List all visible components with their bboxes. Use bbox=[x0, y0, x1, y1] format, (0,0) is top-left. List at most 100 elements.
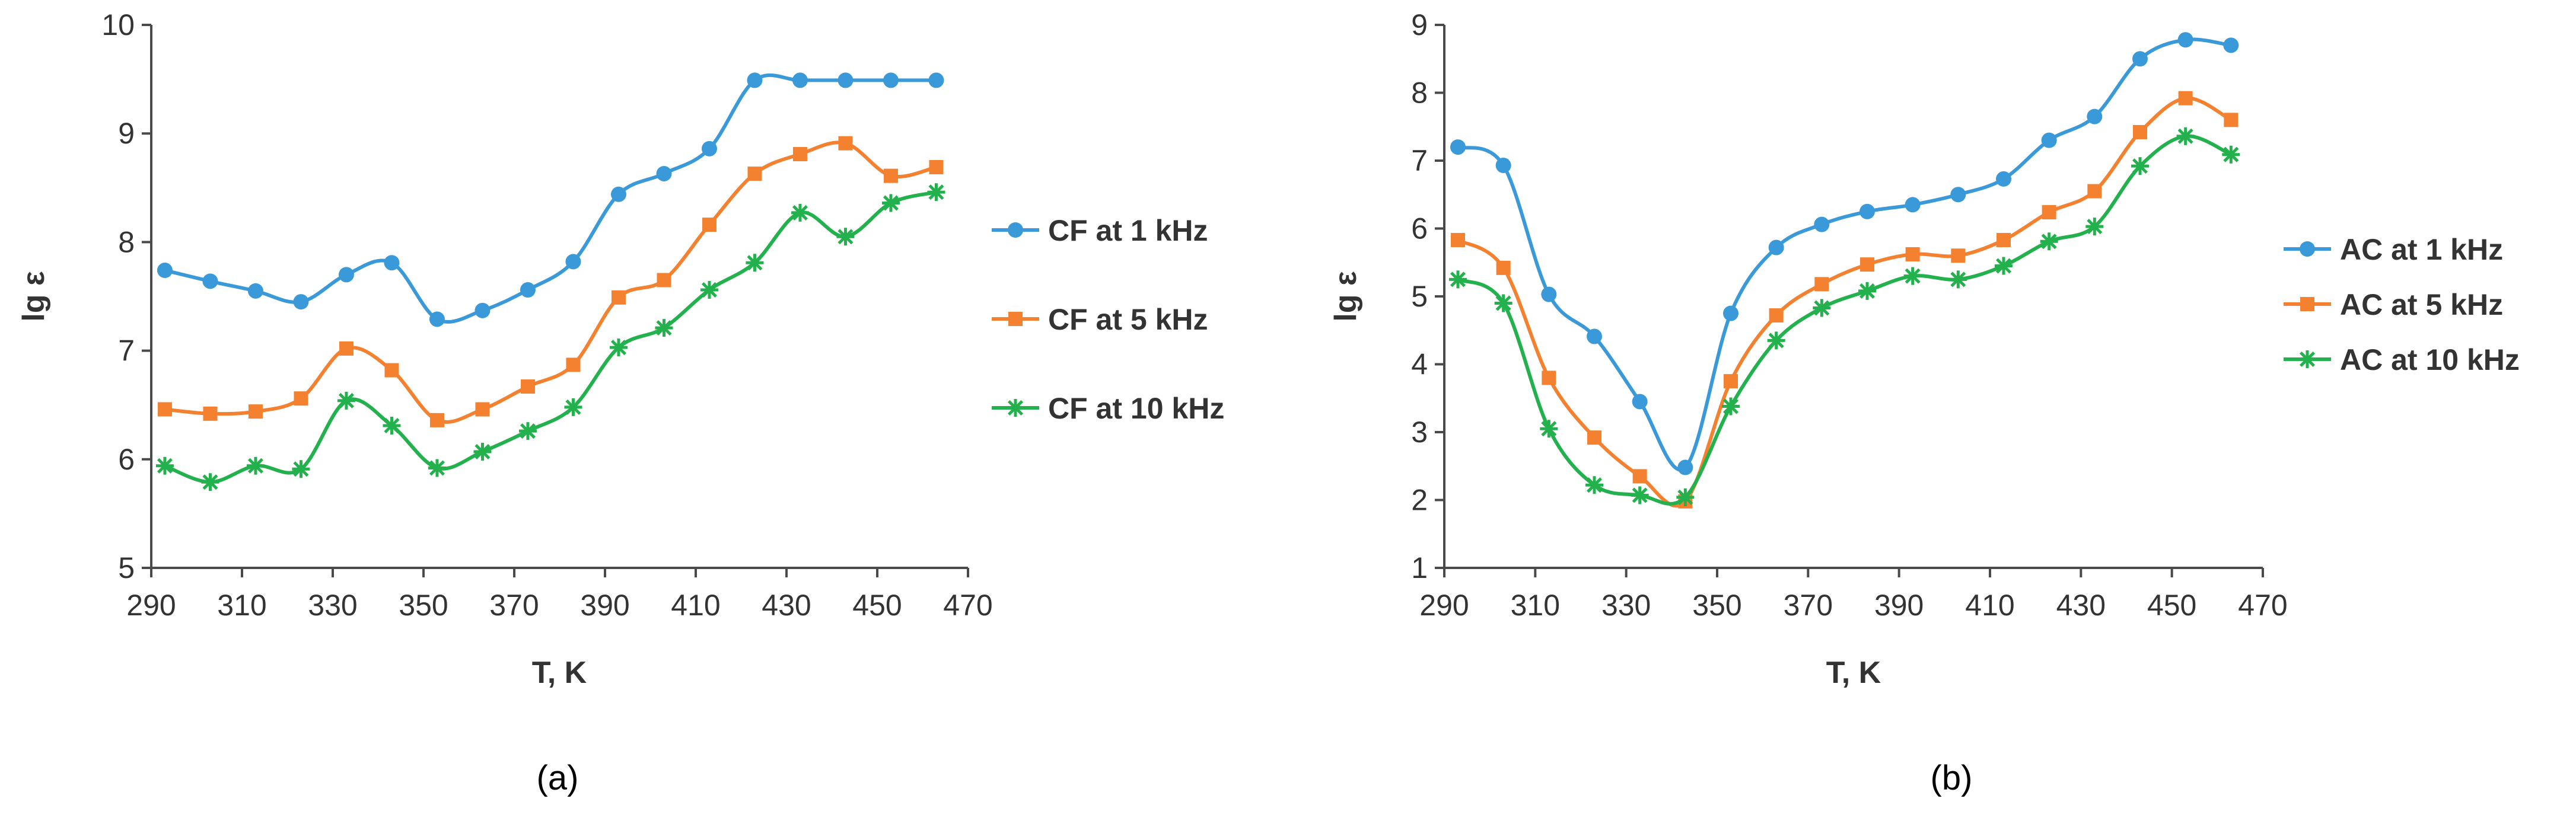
data-point-ac-at-10-khz bbox=[2040, 232, 2058, 251]
chart-b-y-tick-label: 6 bbox=[1411, 212, 1428, 245]
data-point-cf-at-10-khz bbox=[655, 319, 673, 337]
data-point-ac-at-1-khz bbox=[1541, 286, 1557, 302]
data-point-ac-at-5-khz bbox=[1814, 277, 1829, 292]
data-point-cf-at-5-khz bbox=[339, 341, 354, 356]
legend-label: AC at 1 kHz bbox=[2340, 233, 2503, 266]
legend-label: CF at 5 kHz bbox=[1048, 303, 1208, 336]
series-cf-at-5-khz bbox=[157, 136, 944, 427]
data-point-cf-at-10-khz bbox=[246, 456, 265, 475]
data-point-cf-at-10-khz bbox=[791, 203, 809, 222]
data-point-ac-at-5-khz bbox=[1860, 257, 1874, 272]
data-point-cf-at-10-khz bbox=[836, 228, 855, 246]
data-point-cf-at-1-khz bbox=[202, 273, 218, 289]
chart-b-y-tick-label: 1 bbox=[1411, 551, 1428, 584]
data-point-cf-at-5-khz bbox=[294, 391, 308, 406]
data-point-ac-at-5-khz bbox=[1997, 232, 2011, 247]
data-point-cf-at-10-khz bbox=[473, 442, 492, 461]
data-point-cf-at-1-khz bbox=[747, 72, 763, 88]
chart-a-x-tick-label: 330 bbox=[308, 589, 357, 622]
chart-a-y-tick-label: 10 bbox=[101, 8, 135, 41]
legend-label: CF at 10 kHz bbox=[1048, 392, 1224, 425]
chart-a: 5 6 7 8 9 10 290 310 330 350 370 390 410 430 450 470 T,… bbox=[17, 8, 1224, 797]
chart-a-y-tick-label: 9 bbox=[118, 117, 135, 150]
data-point-cf-at-5-khz bbox=[747, 166, 762, 181]
data-point-cf-at-1-khz bbox=[565, 254, 581, 270]
data-point-cf-at-1-khz bbox=[928, 72, 944, 88]
data-point-cf-at-10-khz bbox=[383, 417, 401, 435]
chart-b-y-tick-label: 7 bbox=[1411, 144, 1428, 177]
data-point-cf-at-5-khz bbox=[611, 290, 626, 305]
data-point-cf-at-1-khz bbox=[338, 267, 354, 283]
data-point-cf-at-5-khz bbox=[657, 273, 671, 287]
data-point-cf-at-10-khz bbox=[700, 281, 718, 299]
data-point-ac-at-10-khz bbox=[1949, 270, 1967, 289]
series-line-ac-at-1-khz bbox=[1456, 37, 2233, 472]
data-point-cf-at-5-khz bbox=[566, 357, 581, 372]
data-point-cf-at-5-khz bbox=[929, 159, 944, 174]
chart-a-x-tick-label: 450 bbox=[852, 589, 902, 622]
data-point-ac-at-1-khz bbox=[1723, 305, 1738, 321]
data-point-ac-at-5-khz bbox=[1951, 248, 1966, 263]
data-point-ac-at-1-khz bbox=[2177, 32, 2193, 48]
chart-b-x-tick-label: 390 bbox=[1874, 589, 1924, 622]
data-point-ac-at-5-khz bbox=[1724, 374, 1738, 389]
legend-item-ac-at-5-khz: AC at 5 kHz bbox=[2284, 288, 2503, 321]
data-point-cf-at-1-khz bbox=[429, 311, 445, 327]
data-point-ac-at-10-khz bbox=[1540, 420, 1558, 438]
data-point-ac-at-1-khz bbox=[1677, 459, 1693, 475]
chart-a-x-tick-label: 310 bbox=[217, 589, 266, 622]
chart-a-x-tick-label: 410 bbox=[671, 589, 720, 622]
chart-a-caption: (a) bbox=[537, 759, 579, 797]
chart-b-x-tick-label: 310 bbox=[1511, 589, 1560, 622]
data-point-cf-at-1-khz bbox=[610, 186, 626, 202]
data-point-ac-at-1-khz bbox=[1859, 203, 1875, 219]
data-point-cf-at-1-khz bbox=[293, 294, 309, 310]
data-point-ac-at-10-khz bbox=[1676, 488, 1695, 506]
data-point-cf-at-1-khz bbox=[384, 255, 400, 271]
data-point-cf-at-10-khz bbox=[609, 338, 628, 357]
data-point-ac-at-10-khz bbox=[1722, 397, 1740, 416]
chart-b-x-tick-label: 350 bbox=[1692, 589, 1741, 622]
chart-a-y-axis-label: lg ε bbox=[17, 271, 51, 321]
data-point-ac-at-10-khz bbox=[1631, 486, 1649, 504]
legend-item-cf-at-5-khz: CF at 5 kHz bbox=[992, 303, 1208, 336]
data-point-ac-at-10-khz bbox=[1585, 476, 1603, 494]
chart-b-x-tick-label: 450 bbox=[2147, 589, 2196, 622]
legend-marker bbox=[2300, 297, 2314, 311]
legend-item-ac-at-1-khz: AC at 1 kHz bbox=[2284, 233, 2503, 266]
data-point-cf-at-5-khz bbox=[838, 136, 853, 151]
legend-marker bbox=[2298, 350, 2316, 368]
legend-item-cf-at-1-khz: CF at 1 kHz bbox=[992, 214, 1208, 247]
series-ac-at-10-khz bbox=[1449, 127, 2240, 506]
data-point-ac-at-10-khz bbox=[1813, 299, 1831, 317]
data-point-cf-at-10-khz bbox=[881, 194, 900, 212]
data-point-ac-at-10-khz bbox=[2222, 145, 2240, 164]
chart-a-series bbox=[155, 72, 945, 491]
series-line-cf-at-1-khz bbox=[163, 73, 938, 324]
legend-marker bbox=[1008, 222, 1023, 238]
series-line-cf-at-5-khz bbox=[163, 140, 938, 424]
chart-b-x-tick-label: 370 bbox=[1784, 589, 1833, 622]
data-point-cf-at-5-khz bbox=[429, 413, 444, 427]
data-point-ac-at-10-khz bbox=[1995, 257, 2013, 275]
chart-b-ticks: 1 2 3 4 5 6 7 8 9 290 310 330 350 370 390 410 430 450 470 bbox=[1411, 8, 2288, 622]
chart-b-series bbox=[1449, 32, 2240, 509]
legend-label: AC at 5 kHz bbox=[2340, 288, 2503, 321]
data-point-ac-at-1-khz bbox=[2223, 37, 2239, 53]
data-point-ac-at-5-khz bbox=[2224, 113, 2239, 127]
data-point-ac-at-10-khz bbox=[2131, 157, 2149, 175]
chart-a-gridless-axes bbox=[150, 25, 968, 569]
legend-item-ac-at-10-khz: AC at 10 kHz bbox=[2284, 343, 2520, 376]
data-point-cf-at-5-khz bbox=[157, 402, 172, 417]
chart-a-y-tick-label: 5 bbox=[118, 551, 135, 584]
data-point-cf-at-1-khz bbox=[883, 72, 899, 88]
data-point-cf-at-5-khz bbox=[702, 218, 717, 232]
data-point-cf-at-1-khz bbox=[520, 282, 536, 298]
legend-marker bbox=[1007, 399, 1024, 417]
data-point-ac-at-5-khz bbox=[1632, 469, 1647, 484]
legend-marker bbox=[1008, 312, 1023, 326]
chart-b-x-tick-label: 430 bbox=[2056, 589, 2106, 622]
chart-b-legend: AC at 1 kHz AC at 5 kHz AC at 10 kHz bbox=[2284, 233, 2520, 376]
data-point-cf-at-1-khz bbox=[701, 140, 717, 156]
